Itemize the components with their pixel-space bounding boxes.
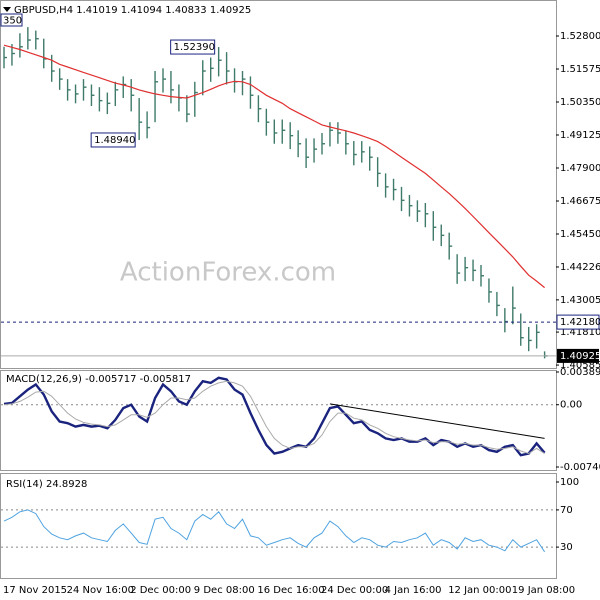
line bbox=[3, 380, 545, 455]
y-tick-label: 1.41810 bbox=[560, 327, 600, 338]
watermark: ActionForex.com bbox=[120, 258, 336, 288]
annotation-box bbox=[170, 39, 216, 55]
y-tick-label: 0.00 bbox=[560, 400, 582, 411]
y-tick-label: 30 bbox=[560, 542, 573, 553]
level-label: 1.42180 bbox=[560, 317, 600, 328]
last-price-label: 1.40925 bbox=[560, 351, 600, 362]
y-tick-label: 1.46675 bbox=[560, 196, 600, 207]
x-tick-label: 2 Dec 00:00 bbox=[130, 585, 191, 596]
y-tick-label: 1.50350 bbox=[560, 97, 600, 108]
y-tick-label: 1.52800 bbox=[560, 31, 600, 42]
annotation-label: 1.48940 bbox=[94, 135, 135, 146]
y-tick-label: 1.51575 bbox=[560, 64, 600, 75]
macd-title: MACD(12,26,9) -0.005717 -0.005817 bbox=[6, 374, 191, 385]
line bbox=[3, 376, 546, 457]
price-panel bbox=[0, 0, 557, 369]
y-tick-label: 0.003891 bbox=[560, 367, 600, 378]
macd-panel bbox=[0, 370, 557, 471]
x-tick-label: 24 Dec 00:00 bbox=[321, 585, 388, 596]
x-tick-label: 9 Dec 08:00 bbox=[194, 585, 255, 596]
y-tick-label: 100 bbox=[560, 477, 579, 488]
clipped-label: 350 bbox=[3, 16, 22, 27]
x-tick-label: 16 Dec 16:00 bbox=[257, 585, 324, 596]
y-tick-label: 1.47900 bbox=[560, 163, 600, 174]
clipped-label-box bbox=[0, 13, 23, 27]
x-tick-label: 17 Nov 2015 bbox=[3, 585, 67, 596]
x-tick-label: 4 Jan 16:00 bbox=[385, 585, 442, 596]
x-tick-label: 19 Jan 08:00 bbox=[512, 585, 575, 596]
line bbox=[329, 403, 545, 439]
symbol-icon bbox=[3, 7, 11, 12]
y-tick-label: 1.44226 bbox=[560, 262, 600, 273]
y-tick-label: 70 bbox=[560, 505, 573, 516]
y-tick-label: 1.43005 bbox=[560, 295, 600, 306]
annotation-label: 1.52390 bbox=[174, 42, 215, 53]
y-tick-label: 1.45450 bbox=[560, 229, 600, 240]
rsi-title: RSI(14) 24.8928 bbox=[6, 479, 87, 490]
line bbox=[3, 509, 546, 553]
x-tick-label: 12 Jan 00:00 bbox=[448, 585, 511, 596]
x-tick-label: 24 Nov 16:00 bbox=[67, 585, 134, 596]
chart-title: GBPUSD,H4 1.41019 1.41094 1.40833 1.4092… bbox=[14, 5, 251, 16]
y-tick-label: 1.49125 bbox=[560, 130, 600, 141]
level-box bbox=[556, 314, 600, 330]
last-price-box bbox=[557, 348, 599, 363]
annotation-box bbox=[90, 132, 136, 148]
y-tick-label: 1.40585 bbox=[560, 360, 600, 371]
line bbox=[3, 44, 545, 289]
y-tick-label: -0.007407 bbox=[560, 462, 600, 473]
rsi-panel bbox=[0, 473, 557, 579]
